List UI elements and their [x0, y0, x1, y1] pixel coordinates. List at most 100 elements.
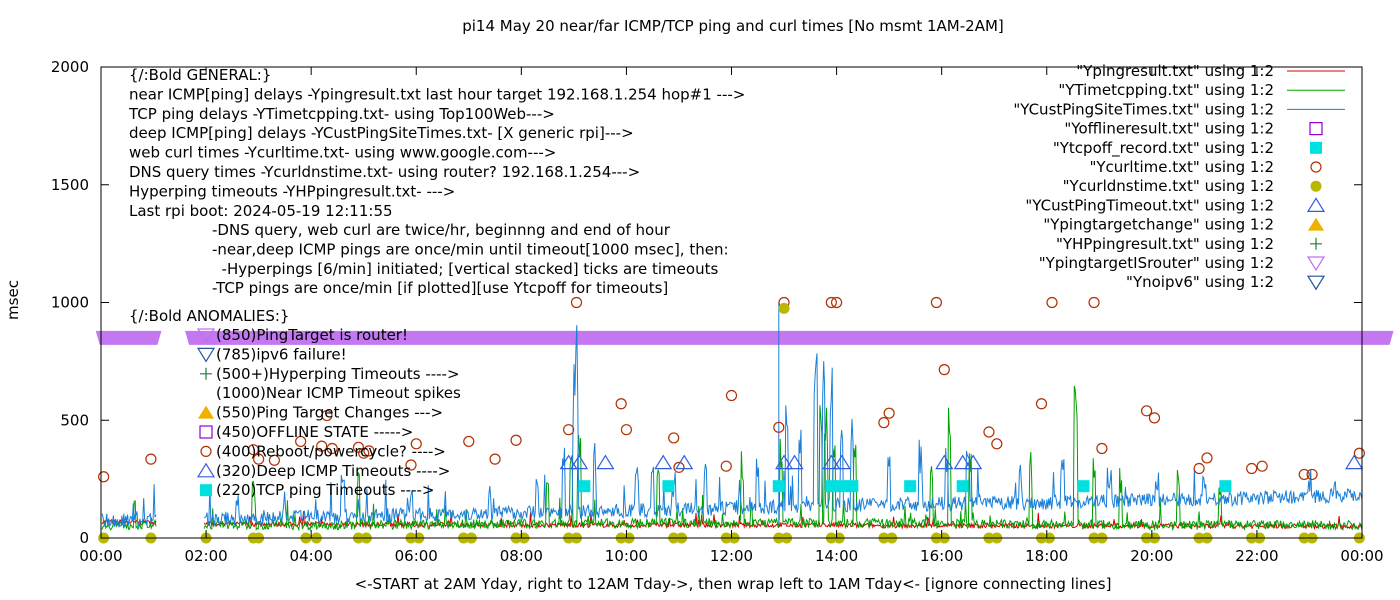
y-axis-label: msec	[4, 280, 22, 320]
curl-time-point-5	[295, 435, 307, 448]
curl-time-point-6	[316, 440, 328, 452]
annotation-line-0: {/:Bold GENERAL:}	[129, 66, 271, 84]
legend-entry-label-7: "YCustPingTimeout.txt" using 1:2	[1025, 196, 1274, 214]
legend-entry-label-1: "YTimetcpping.txt" using 1:2	[1058, 81, 1274, 99]
deep-icmp-series-line	[101, 325, 1363, 528]
anomaly-marker-4	[198, 405, 214, 419]
curl-time-point-45	[1298, 468, 1310, 481]
curl-time-point-25	[773, 421, 785, 433]
y-tick-label-1: 500	[60, 411, 89, 429]
curl-time-point-10	[358, 447, 370, 459]
curl-time-point-29	[878, 417, 890, 429]
curl-time-point-30	[883, 407, 895, 419]
x-tick-label-9: 18:00	[1025, 547, 1068, 565]
x-tick-label-3: 06:00	[395, 547, 438, 565]
curl-time-point-28	[830, 296, 843, 309]
deep-icmp-timeout-point-0	[559, 454, 578, 470]
curl-time-point-20	[620, 424, 633, 436]
curl-time-point-43	[1246, 462, 1258, 475]
anomaly-marker-0	[196, 328, 216, 344]
curl-time-point-35	[1035, 398, 1048, 410]
annotation-line-4: web curl times -Ycurltime.txt- using www…	[129, 144, 556, 162]
legend-entry-label-9: "YHPpingresult.txt" using 1:2	[1056, 235, 1274, 253]
curl-time-point-44	[1256, 460, 1268, 472]
y-tick-label-0: 0	[79, 529, 89, 547]
deep-icmp-timeout-point-8	[832, 454, 851, 470]
deep-icmp-timeout-point-2	[596, 454, 615, 470]
chart-title: pi14 May 20 near/far ICMP/TCP ping and c…	[462, 17, 1004, 35]
x-tick-label-1: 02:00	[184, 547, 227, 565]
annotation-indented-line-1: -near,deep ICMP pings are once/min until…	[212, 240, 729, 258]
curl-time-point-12	[405, 459, 417, 471]
deep-icmp-timeout-point-9	[935, 454, 954, 470]
anomaly-marker-7	[196, 462, 216, 478]
anomaly-line-8: (220)TCP ping Timeouts ---->	[216, 481, 434, 499]
legend-entry-swatch-10	[1306, 256, 1326, 272]
curl-time-point-1	[145, 453, 157, 465]
tcp-ping-timeout-point-5	[846, 480, 859, 493]
x-tick-label-6: 12:00	[710, 547, 753, 565]
legend-entry-swatch-9	[1310, 237, 1322, 250]
annotations-layer: {/:Bold GENERAL:}near ICMP[ping] delays …	[128, 66, 745, 499]
legend-entry-swatch-7	[1306, 197, 1326, 212]
legend-entry-label-8: "Ypingtargetchange" using 1:2	[1043, 216, 1274, 234]
anomaly-marker-5	[199, 425, 213, 439]
tcp-ping-timeout-point-7	[956, 480, 969, 493]
anomalies-title: {/:Bold ANOMALIES:}	[129, 307, 289, 325]
curl-time-point-27	[825, 296, 837, 309]
curl-time-point-0	[98, 471, 110, 483]
annotation-line-6: Hyperping timeouts -YHPpingresult.txt- -…	[129, 182, 455, 200]
x-axis-label: <-START at 2AM Yday, right to 12AM Tday-…	[355, 575, 1112, 593]
y-tick-label-3: 1500	[51, 176, 89, 194]
curl-time-point-36	[1046, 296, 1058, 309]
curl-time-point-4	[268, 454, 280, 466]
curl-time-point-13	[410, 438, 422, 450]
curl-time-point-18	[570, 296, 583, 309]
anomaly-line-4: (550)Ping Target Changes --->	[216, 404, 443, 422]
annotation-indented-line-2: -Hyperpings [6/min] initiated; [vertical…	[212, 260, 718, 278]
curl-time-point-24	[725, 389, 738, 402]
x-tick-label-10: 20:00	[1130, 547, 1173, 565]
curl-time-point-7	[321, 409, 333, 422]
curl-time-point-14	[463, 435, 475, 448]
anomaly-marker-6	[200, 445, 212, 457]
legend-entry-label-4: "Ytcpoff_record.txt" using 1:2	[1053, 139, 1274, 158]
x-tick-label-4: 08:00	[500, 547, 543, 565]
curl-time-point-40	[1148, 412, 1161, 424]
annotation-indented-line-3: -TCP pings are once/min [if plotted][use…	[212, 279, 668, 297]
curl-time-point-2	[247, 444, 259, 456]
x-tick-label-0: 00:00	[79, 547, 122, 565]
x-tick-label-11: 22:00	[1235, 547, 1278, 565]
curl-time-point-32	[938, 364, 950, 376]
legend-entry-label-2: "YCustPingSiteTimes.txt" using 1:2	[1013, 100, 1274, 118]
deep-icmp-timeout-point-3	[654, 454, 673, 470]
router-band-segment-1	[185, 330, 1394, 345]
anomaly-line-2: (500+)Hyperping Timeouts ---->	[216, 365, 460, 383]
legend-entry-swatch-11	[1306, 275, 1326, 291]
y-tick-label-4: 2000	[51, 58, 89, 76]
tcp-ping-timeout-point-9	[1219, 480, 1232, 493]
deep-icmp-timeout-point-6	[785, 454, 804, 470]
tcp-ping-timeout-point-1	[662, 480, 675, 493]
curl-time-point-16	[510, 434, 522, 446]
x-tick-label-2: 04:00	[290, 547, 333, 565]
legend-entry-swatch-4	[1310, 141, 1322, 154]
curl-time-point-46	[1306, 468, 1318, 481]
annotation-line-3: deep ICMP[ping] delays -YCustPingSiteTim…	[129, 124, 634, 142]
legend-entry-swatch-6	[1310, 180, 1322, 192]
curl-time-point-37	[1088, 296, 1100, 309]
router-band-layer	[95, 330, 1394, 345]
annotation-line-2: TCP ping delays -YTimetcpping.txt- using…	[128, 105, 555, 123]
anomaly-line-1: (785)ipv6 failure!	[216, 345, 347, 363]
curl-time-point-41	[1193, 462, 1205, 475]
y-tick-label-2: 1000	[51, 294, 89, 312]
legend-entry-label-10: "YpingtargetISrouter" using 1:2	[1039, 254, 1274, 272]
legend-entry-swatch-3	[1309, 121, 1323, 136]
curl-time-point-17	[563, 424, 575, 436]
anomaly-marker-8	[200, 484, 212, 497]
legend-entry-label-0: "Ypingresult.txt" using 1:2	[1076, 62, 1274, 80]
deep-icmp-timeout-point-7	[822, 454, 841, 470]
annotation-indented-line-0: -DNS query, web curl are twice/hr, begin…	[212, 221, 671, 239]
curl-time-point-23	[720, 460, 732, 472]
